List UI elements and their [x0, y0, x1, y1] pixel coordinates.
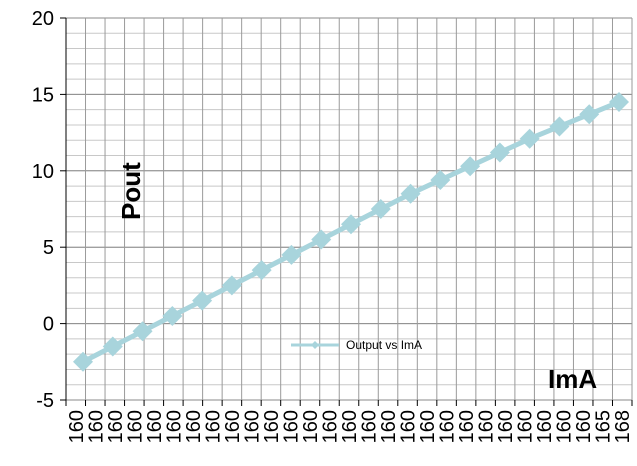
y-tick-label: 0: [43, 314, 54, 336]
x-tick-label: 160: [66, 410, 88, 443]
data-point: [132, 321, 153, 342]
data-point: [579, 104, 600, 125]
data-point: [370, 199, 391, 219]
data-point: [192, 290, 213, 311]
x-tick-label: 160: [359, 410, 381, 443]
y-tick-label: 5: [43, 237, 54, 259]
x-tick-label: 160: [378, 410, 400, 443]
x-tick-label: 165: [593, 410, 615, 443]
x-axis-label: ImA: [548, 364, 597, 394]
data-point: [609, 92, 629, 113]
x-tick-label: 160: [437, 410, 459, 443]
y-tick-label: 20: [32, 8, 54, 30]
x-tick-label: 160: [573, 410, 595, 443]
x-tick-label: 160: [319, 410, 341, 443]
x-tick-label: 160: [280, 410, 302, 443]
data-point: [549, 116, 570, 137]
data-point: [311, 229, 332, 250]
data-point: [281, 244, 302, 265]
data-point: [460, 156, 481, 177]
data-point: [341, 214, 361, 235]
data-point: [102, 336, 123, 357]
x-tick-label: 160: [261, 410, 283, 443]
y-tick-labels: -5 0 5 10 15 20: [32, 8, 54, 412]
y-tick-label: -5: [36, 390, 54, 412]
x-tick-labels: 1601601601601601601601601601601601601601…: [66, 410, 634, 443]
y-tick-label: 10: [32, 161, 54, 183]
x-tick-label: 160: [456, 410, 478, 443]
data-point: [519, 128, 540, 149]
data-point: [430, 169, 451, 190]
legend: Output vs ImA: [291, 338, 422, 352]
x-tick-label: 160: [554, 410, 576, 443]
x-tick-label: 160: [222, 410, 244, 443]
x-tick-label: 160: [241, 410, 263, 443]
x-tick-label: 160: [300, 410, 322, 443]
data-point: [400, 183, 421, 204]
x-tick-label: 160: [495, 410, 517, 443]
series-output-vs-ima: [73, 92, 629, 372]
data-point: [162, 305, 183, 326]
x-tick-label: 160: [417, 410, 439, 443]
x-tick-label: 168: [612, 410, 634, 443]
legend-label: Output vs ImA: [346, 338, 422, 352]
data-point: [73, 351, 93, 372]
x-tick-label: 160: [124, 410, 146, 443]
y-tick-label: 15: [32, 84, 54, 106]
y-axis-label: Pout: [116, 162, 146, 220]
data-point: [489, 142, 510, 163]
x-tick-label: 160: [144, 410, 166, 443]
data-point: [251, 260, 272, 281]
x-tick-label: 160: [534, 410, 556, 443]
x-tick-label: 160: [339, 410, 361, 443]
data-point: [221, 275, 242, 296]
x-tick-label: 160: [398, 410, 420, 443]
x-tick-label: 160: [105, 410, 127, 443]
x-tick-label: 160: [163, 410, 185, 443]
axes: [60, 17, 633, 406]
x-tick-label: 160: [515, 410, 537, 443]
legend-marker-swatch: [311, 341, 319, 349]
x-tick-label: 160: [476, 410, 498, 443]
x-tick-label: 160: [85, 410, 107, 443]
x-tick-label: 160: [202, 410, 224, 443]
x-tick-label: 160: [183, 410, 205, 443]
